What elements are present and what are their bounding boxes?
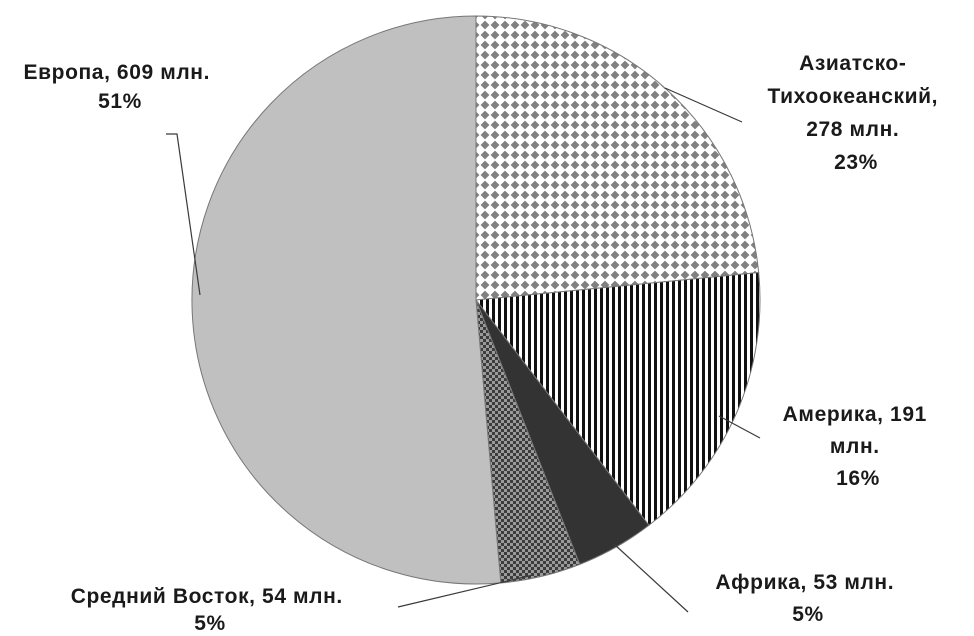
label-europe-line-1: Европа, 609 млн. [24,61,210,84]
label-africa: Африка, 53 млн. 5% [715,571,900,626]
label-america-line-2: млн. [830,435,880,458]
label-america-line-3: 16% [836,467,880,490]
label-europe: Европа, 609 млн. 51% [24,61,217,113]
label-africa-line-1: Африка, 53 млн. [715,571,894,594]
label-america-line-1: Америка, 191 [783,403,927,426]
label-asia-pacific-line-2: Тихоокеанский, [768,85,939,108]
label-asia-pacific-line-3: 278 млн. [806,118,899,141]
leader-line-america [718,415,761,439]
label-europe-line-2: 51% [98,90,142,113]
pie-slice-0 [475,15,760,301]
label-middle-east: Средний Восток, 54 млн. 5% [71,585,350,635]
leader-lines [166,87,761,613]
pie-slice-4 [191,15,502,585]
label-america: Америка, 191 млн. 16% [783,403,934,490]
leader-line-africa [613,543,689,613]
slice-labels: Азиатско- Тихоокеанский, 278 млн. 23% Ам… [24,52,945,635]
leader-line-europe [166,133,201,296]
pie-slice-1 [475,272,761,526]
label-asia-pacific-line-1: Азиатско- [799,52,906,75]
label-middle-east-line-2: 5% [194,612,226,635]
leader-line-asia-pacific [664,87,743,123]
label-africa-line-2: 5% [792,603,824,626]
label-asia-pacific-line-4: 23% [834,151,878,174]
pie-slices [191,15,761,585]
label-asia-pacific: Азиатско- Тихоокеанский, 278 млн. 23% [768,52,945,174]
label-middle-east-line-1: Средний Восток, 54 млн. [71,585,343,608]
leader-line-middle-east [397,574,534,608]
